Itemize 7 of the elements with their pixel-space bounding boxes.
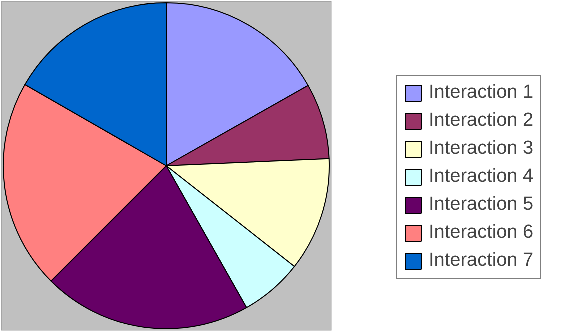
legend-label: Interaction 1 xyxy=(429,82,534,104)
legend-label: Interaction 7 xyxy=(429,250,534,272)
legend-label: Interaction 3 xyxy=(429,138,534,160)
legend-label: Interaction 6 xyxy=(429,222,534,244)
legend-label: Interaction 4 xyxy=(429,166,534,188)
legend-label: Interaction 2 xyxy=(429,110,534,132)
legend-label: Interaction 5 xyxy=(429,194,534,216)
